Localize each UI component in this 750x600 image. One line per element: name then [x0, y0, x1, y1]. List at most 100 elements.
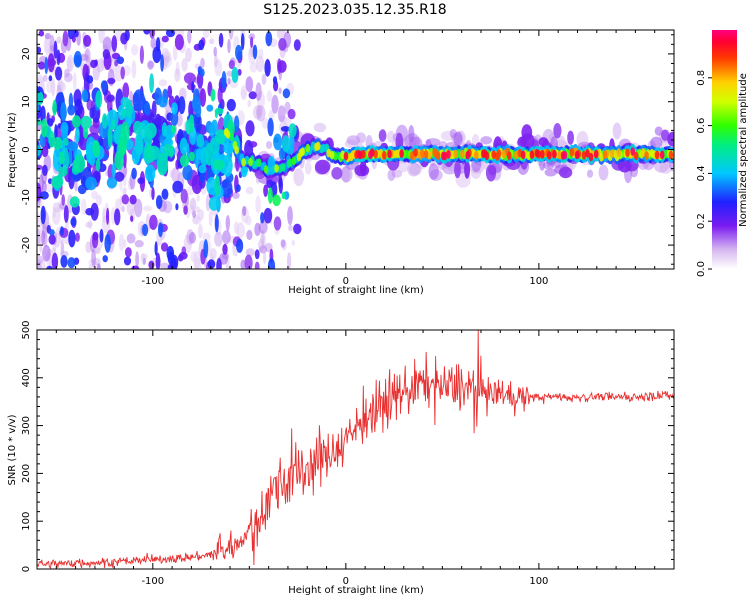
spectrogram-cell: [263, 165, 269, 174]
spectrogram-cell: [382, 151, 387, 160]
spectrogram-cell: [567, 130, 574, 145]
spectrogram-cell: [52, 99, 57, 116]
spectrogram-cell: [256, 158, 262, 167]
y-tick-label: 100: [21, 512, 32, 531]
spectrogram-cell: [640, 148, 646, 157]
spectrogram-cell: [139, 45, 144, 64]
spectrogram-cell: [310, 141, 316, 150]
spectrogram-cell: [245, 186, 254, 195]
spectrogram-cell: [278, 177, 283, 194]
spectrogram-cell: [261, 73, 267, 85]
spectrogram-cell: [373, 149, 378, 159]
spectrogram-cell: [484, 151, 490, 160]
spectrogram-cell: [288, 158, 293, 167]
spectrogram-cell: [602, 150, 608, 160]
spectrogram-cell: [255, 195, 261, 214]
spectrogram-cell: [291, 240, 295, 246]
colorbar-tick-label: 0.4: [696, 165, 707, 181]
spectrogram-cell: [226, 98, 236, 112]
spectrogram-cell: [248, 157, 253, 167]
spectrogram-cell: [215, 129, 226, 145]
spectrogram-cell: [55, 66, 63, 81]
spectrogram-cell: [185, 47, 192, 63]
spectrogram-cell: [491, 150, 497, 159]
spectrogram-cell: [206, 176, 217, 195]
spectrogram-cell: [111, 119, 116, 131]
spectrogram-cell: [192, 210, 197, 219]
spectrogram-cell: [88, 264, 93, 269]
spectrogram-cell: [114, 65, 123, 82]
spectrogram-cell: [264, 59, 271, 77]
spectrogram-cell: [181, 58, 188, 72]
spectrogram-cell: [179, 137, 188, 155]
spectrogram-cell: [521, 124, 533, 141]
spectrogram-cell: [143, 30, 151, 35]
spectrogram-cell: [39, 191, 49, 200]
spectrogram-cell: [256, 105, 266, 122]
spectrogram-cell: [134, 240, 144, 248]
snr-panel: -100 0 100 0 100 200 300 400 500 Height of stra…: [7, 320, 675, 596]
spectrogram-cell: [368, 150, 373, 160]
spectrogram-cell: [48, 75, 53, 82]
spectrogram-cell: [188, 232, 197, 244]
spectrogram-cell: [161, 188, 169, 200]
spectrogram-cell: [296, 152, 302, 162]
spectrogram-cell: [154, 241, 158, 256]
spectrogram-cell: [557, 150, 562, 160]
spectrogram-cell: [99, 228, 104, 243]
spectrogram-cell: [46, 80, 53, 94]
spectrogram-cell: [178, 96, 186, 115]
spectrogram-cell: [553, 123, 562, 139]
y-tick-label: 200: [21, 464, 32, 483]
y-tick-label: 0: [21, 566, 32, 572]
spectrogram-cell: [221, 71, 227, 90]
spectrogram-cell: [47, 118, 54, 127]
spectrogram-cell: [106, 207, 110, 225]
colorbar: 0.0 0.2 0.4 0.6 0.8 Normalized spectral ampl…: [696, 30, 749, 277]
spectrogram-cell: [149, 214, 158, 230]
spectrogram-cell: [267, 117, 274, 137]
spectrogram-cell: [67, 257, 76, 269]
spectrogram-cell: [558, 166, 573, 179]
spectrogram-cell: [81, 89, 89, 103]
spectrogram-cell: [193, 250, 201, 269]
spectrogram-cell: [106, 94, 115, 103]
spectrogram-cell: [143, 101, 151, 116]
spectrogram-cell: [144, 122, 157, 139]
spectrogram-cell: [94, 247, 101, 255]
spectrogram-cell: [135, 251, 140, 268]
spectrogram-cell: [387, 169, 396, 181]
spectrogram-x-axis-label: Height of straight line (km): [288, 285, 424, 296]
spectrogram-cell: [259, 245, 267, 254]
spectrogram-cell: [150, 37, 157, 49]
spectrogram-cell: [90, 202, 99, 221]
spectrogram-cell: [85, 221, 93, 228]
x-tick-label: 0: [343, 276, 349, 287]
spectrogram-cell: [305, 143, 311, 153]
y-tick-label: 400: [21, 368, 32, 387]
spectrogram-cell: [121, 194, 129, 205]
spectrogram-cell: [287, 252, 292, 269]
spectrogram-cell: [208, 196, 220, 211]
spectrogram-cell: [172, 44, 178, 61]
spectrogram-cell: [166, 245, 175, 261]
spectrogram-cell: [427, 151, 432, 160]
spectrogram-cell: [165, 30, 176, 38]
spectrogram-heatmap: [37, 30, 674, 269]
spectrogram-cell: [654, 150, 660, 160]
spectrogram-cell: [465, 150, 471, 160]
spectrogram-cell: [331, 167, 343, 180]
spectrogram-cell: [49, 35, 55, 52]
spectrogram-cell: [387, 149, 392, 159]
spectrogram-cell: [183, 72, 196, 85]
spectrogram-cell: [229, 132, 234, 141]
spectrogram-cell: [319, 144, 325, 154]
spectrogram-cell: [255, 55, 265, 72]
spectrogram-cell: [104, 233, 111, 253]
spectrogram-cell: [216, 258, 222, 269]
spectrogram-cell: [574, 150, 580, 160]
spectrogram-cell: [480, 136, 493, 145]
spectrogram-cell: [75, 126, 80, 143]
y-tick-label: 0: [21, 146, 32, 152]
spectrogram-cell: [120, 121, 130, 145]
